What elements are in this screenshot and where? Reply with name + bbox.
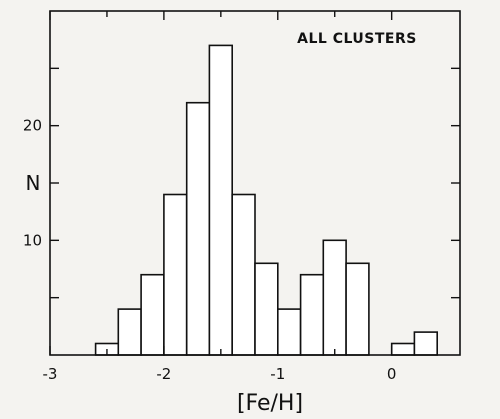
x-tick-label: 0	[387, 365, 397, 383]
histogram-bar	[117, 308, 142, 356]
histogram-bar	[276, 308, 302, 356]
ticks-group: -3 -2 -1 0 10 20	[23, 11, 460, 383]
histogram-bar	[185, 101, 211, 356]
histogram-bar	[254, 262, 279, 356]
y-tick-label: 20	[23, 117, 42, 135]
histogram-bar	[163, 193, 188, 356]
histogram-bar	[413, 331, 438, 356]
histogram-bar	[231, 193, 256, 356]
y-tick-label: 10	[23, 231, 42, 249]
histogram-bar	[208, 44, 233, 356]
x-tick-label: -2	[156, 365, 171, 383]
bars-group	[94, 44, 438, 356]
plot-frame	[49, 10, 461, 356]
x-axis-label: [Fe/H]	[237, 391, 303, 416]
x-tick-label: -1	[270, 365, 285, 383]
x-tick-label: -3	[43, 365, 58, 383]
chart-annotation: ALL CLUSTERS	[297, 31, 417, 47]
histogram-bar	[322, 239, 347, 356]
y-axis-label: N	[26, 171, 41, 195]
histogram-bar	[140, 273, 165, 356]
histogram-bar	[299, 273, 325, 356]
histogram-bar	[345, 262, 370, 356]
histogram-bar	[390, 342, 416, 356]
